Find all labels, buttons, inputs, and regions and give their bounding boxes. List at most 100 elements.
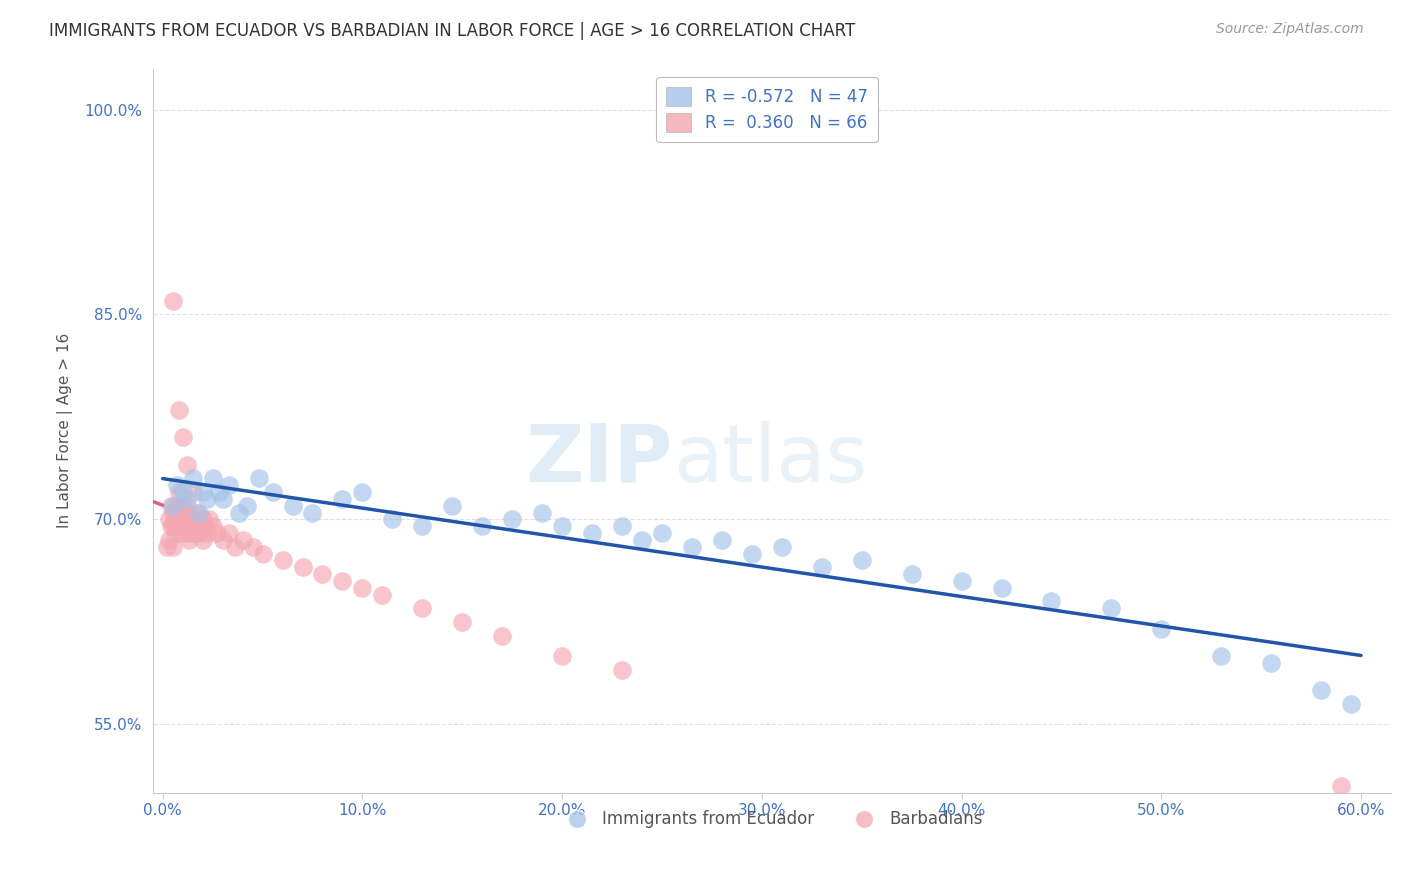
Barbadians xyxy=(163,526,186,541)
Barbadians xyxy=(162,519,184,533)
Barbadians xyxy=(194,519,217,533)
Barbadians xyxy=(1330,779,1353,793)
Barbadians xyxy=(176,458,198,472)
Barbadians xyxy=(159,499,181,513)
Text: atlas: atlas xyxy=(673,420,868,499)
Barbadians xyxy=(186,519,208,533)
Barbadians xyxy=(172,430,194,444)
Immigrants from Ecuador xyxy=(501,512,523,526)
Barbadians xyxy=(186,506,208,520)
Barbadians xyxy=(166,512,188,526)
Barbadians xyxy=(197,512,219,526)
Immigrants from Ecuador xyxy=(176,491,198,506)
Immigrants from Ecuador xyxy=(211,491,233,506)
Barbadians xyxy=(157,512,180,526)
Text: ZIP: ZIP xyxy=(526,420,673,499)
Barbadians xyxy=(162,540,184,554)
Barbadians xyxy=(411,601,433,615)
Immigrants from Ecuador xyxy=(191,485,214,500)
Immigrants from Ecuador xyxy=(181,471,204,485)
Immigrants from Ecuador xyxy=(810,560,832,574)
Barbadians xyxy=(180,526,202,541)
Immigrants from Ecuador xyxy=(247,471,270,485)
Barbadians xyxy=(176,512,198,526)
Immigrants from Ecuador xyxy=(471,519,494,533)
Immigrants from Ecuador xyxy=(411,519,433,533)
Immigrants from Ecuador xyxy=(201,471,224,485)
Barbadians xyxy=(242,540,264,554)
Barbadians xyxy=(172,499,194,513)
Immigrants from Ecuador xyxy=(1340,697,1362,711)
Barbadians xyxy=(191,533,214,547)
Barbadians xyxy=(183,526,205,541)
Barbadians xyxy=(173,526,195,541)
Immigrants from Ecuador xyxy=(531,506,554,520)
Barbadians xyxy=(181,485,204,500)
Immigrants from Ecuador xyxy=(990,581,1012,595)
Immigrants from Ecuador xyxy=(1099,601,1122,615)
Barbadians xyxy=(162,293,184,308)
Barbadians xyxy=(252,547,274,561)
Immigrants from Ecuador xyxy=(301,506,323,520)
Barbadians xyxy=(195,526,218,541)
Barbadians xyxy=(166,499,188,513)
Barbadians xyxy=(451,615,474,629)
Barbadians xyxy=(157,533,180,547)
Barbadians xyxy=(218,526,240,541)
Immigrants from Ecuador xyxy=(187,506,209,520)
Barbadians xyxy=(610,663,633,677)
Immigrants from Ecuador xyxy=(1150,622,1173,636)
Barbadians xyxy=(162,506,184,520)
Text: Source: ZipAtlas.com: Source: ZipAtlas.com xyxy=(1216,22,1364,37)
Barbadians xyxy=(167,403,190,417)
Immigrants from Ecuador xyxy=(441,499,464,513)
Immigrants from Ecuador xyxy=(651,526,673,541)
Immigrants from Ecuador xyxy=(741,547,763,561)
Barbadians xyxy=(172,519,194,533)
Barbadians xyxy=(176,499,198,513)
Immigrants from Ecuador xyxy=(281,499,304,513)
Immigrants from Ecuador xyxy=(1310,683,1333,698)
Barbadians xyxy=(190,519,212,533)
Barbadians xyxy=(167,485,190,500)
Barbadians xyxy=(177,533,200,547)
Barbadians xyxy=(201,519,224,533)
Immigrants from Ecuador xyxy=(195,491,218,506)
Immigrants from Ecuador xyxy=(172,485,194,500)
Barbadians xyxy=(169,512,191,526)
Barbadians xyxy=(169,526,191,541)
Immigrants from Ecuador xyxy=(770,540,793,554)
Immigrants from Ecuador xyxy=(681,540,703,554)
Barbadians xyxy=(163,512,186,526)
Immigrants from Ecuador xyxy=(352,485,374,500)
Immigrants from Ecuador xyxy=(228,506,250,520)
Barbadians xyxy=(177,519,200,533)
Y-axis label: In Labor Force | Age > 16: In Labor Force | Age > 16 xyxy=(58,333,73,528)
Barbadians xyxy=(166,519,188,533)
Immigrants from Ecuador xyxy=(851,553,873,567)
Barbadians xyxy=(172,506,194,520)
Barbadians xyxy=(224,540,246,554)
Immigrants from Ecuador xyxy=(900,567,922,582)
Immigrants from Ecuador xyxy=(162,499,184,513)
Barbadians xyxy=(167,506,190,520)
Barbadians xyxy=(291,560,314,574)
Barbadians xyxy=(205,526,228,541)
Barbadians xyxy=(159,519,181,533)
Immigrants from Ecuador xyxy=(1211,648,1233,663)
Immigrants from Ecuador xyxy=(218,478,240,492)
Barbadians xyxy=(211,533,233,547)
Immigrants from Ecuador xyxy=(381,512,404,526)
Immigrants from Ecuador xyxy=(207,485,229,500)
Barbadians xyxy=(332,574,354,588)
Immigrants from Ecuador xyxy=(610,519,633,533)
Immigrants from Ecuador xyxy=(262,485,284,500)
Immigrants from Ecuador xyxy=(581,526,603,541)
Barbadians xyxy=(181,519,204,533)
Immigrants from Ecuador xyxy=(332,491,354,506)
Immigrants from Ecuador xyxy=(631,533,654,547)
Barbadians xyxy=(491,628,513,642)
Barbadians xyxy=(180,512,202,526)
Immigrants from Ecuador xyxy=(950,574,973,588)
Immigrants from Ecuador xyxy=(551,519,574,533)
